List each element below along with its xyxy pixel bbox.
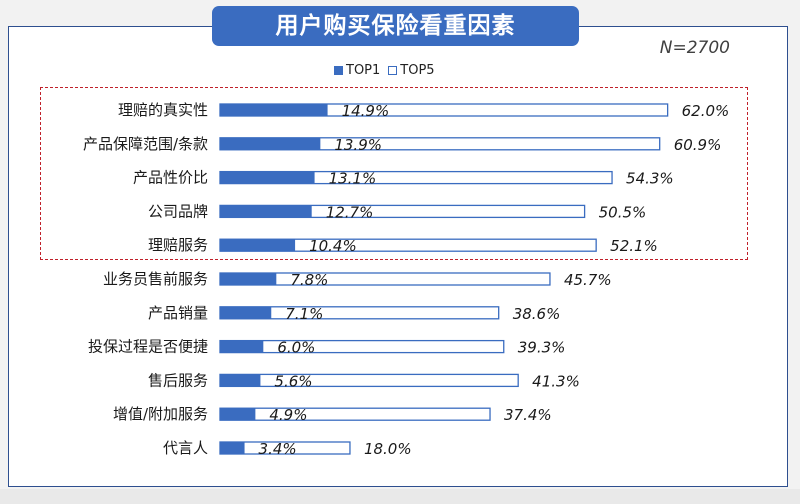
category-label: 代言人	[163, 439, 208, 457]
data-label-top1: 13.9%	[334, 136, 382, 154]
data-label-top5: 50.5%	[599, 203, 647, 221]
data-label-top5: 18.0%	[364, 440, 412, 458]
bar-top1	[220, 374, 261, 387]
chart-title: 用户购买保险看重因素	[212, 6, 579, 46]
legend-label-top5: TOP5	[400, 63, 435, 78]
bar-top1	[220, 408, 256, 421]
category-label: 投保过程是否便捷	[88, 338, 208, 356]
bar-top1	[220, 273, 277, 285]
bar-top5	[219, 407, 491, 421]
data-label-top5: 60.9%	[674, 136, 722, 154]
category-label: 产品销量	[148, 304, 208, 322]
data-label-top5: 52.1%	[610, 237, 658, 255]
data-label-top5: 45.7%	[564, 271, 612, 289]
sample-size-label: N=2700	[659, 38, 730, 58]
bar-top5	[219, 373, 519, 388]
category-label: 公司品牌	[148, 202, 208, 220]
data-label-top1: 4.9%	[269, 406, 307, 424]
legend-item-top1: TOP1	[334, 63, 380, 78]
legend-swatch-outline-icon	[388, 66, 398, 75]
category-label: 理赔服务	[148, 236, 208, 254]
bar-top1	[220, 442, 245, 454]
bar-top1	[220, 104, 328, 116]
data-label-top1: 13.1%	[329, 170, 377, 188]
bar-top1	[220, 340, 264, 353]
bar-top1	[220, 205, 312, 218]
data-label-top1: 7.8%	[290, 271, 328, 289]
data-label-top5: 54.3%	[626, 170, 674, 188]
data-label-top1: 5.6%	[274, 372, 312, 390]
data-label-top5: 41.3%	[532, 372, 580, 390]
legend-item-top5: TOP5	[388, 63, 435, 78]
bottom-band	[0, 489, 800, 504]
data-label-top5: 38.6%	[513, 305, 561, 323]
bar-top1	[220, 137, 321, 150]
category-label: 售后服务	[148, 371, 208, 389]
legend-swatch-filled-icon	[334, 66, 343, 75]
category-label: 业务员售前服务	[103, 270, 208, 288]
data-label-top1: 10.4%	[309, 237, 357, 255]
category-label: 增值/附加服务	[113, 405, 208, 423]
legend-label-top1: TOP1	[346, 63, 381, 78]
data-label-top1: 6.0%	[277, 339, 315, 357]
data-label-top5: 39.3%	[518, 339, 566, 357]
bar-top1	[220, 239, 296, 252]
data-label-top1: 3.4%	[259, 440, 297, 458]
data-label-top5: 62.0%	[682, 102, 730, 120]
category-label: 产品保障范围/条款	[83, 135, 208, 153]
data-label-top1: 12.7%	[326, 203, 374, 221]
highlight-box	[40, 87, 748, 260]
data-label-top5: 37.4%	[504, 406, 552, 424]
bar-top1	[220, 171, 315, 184]
category-label: 理赔的真实性	[118, 101, 208, 119]
data-label-top1: 14.9%	[342, 102, 390, 120]
data-label-top1: 7.1%	[285, 305, 323, 323]
category-label: 产品性价比	[133, 169, 208, 187]
legend: TOP1 TOP5	[334, 63, 439, 78]
bar-top1	[220, 306, 272, 319]
